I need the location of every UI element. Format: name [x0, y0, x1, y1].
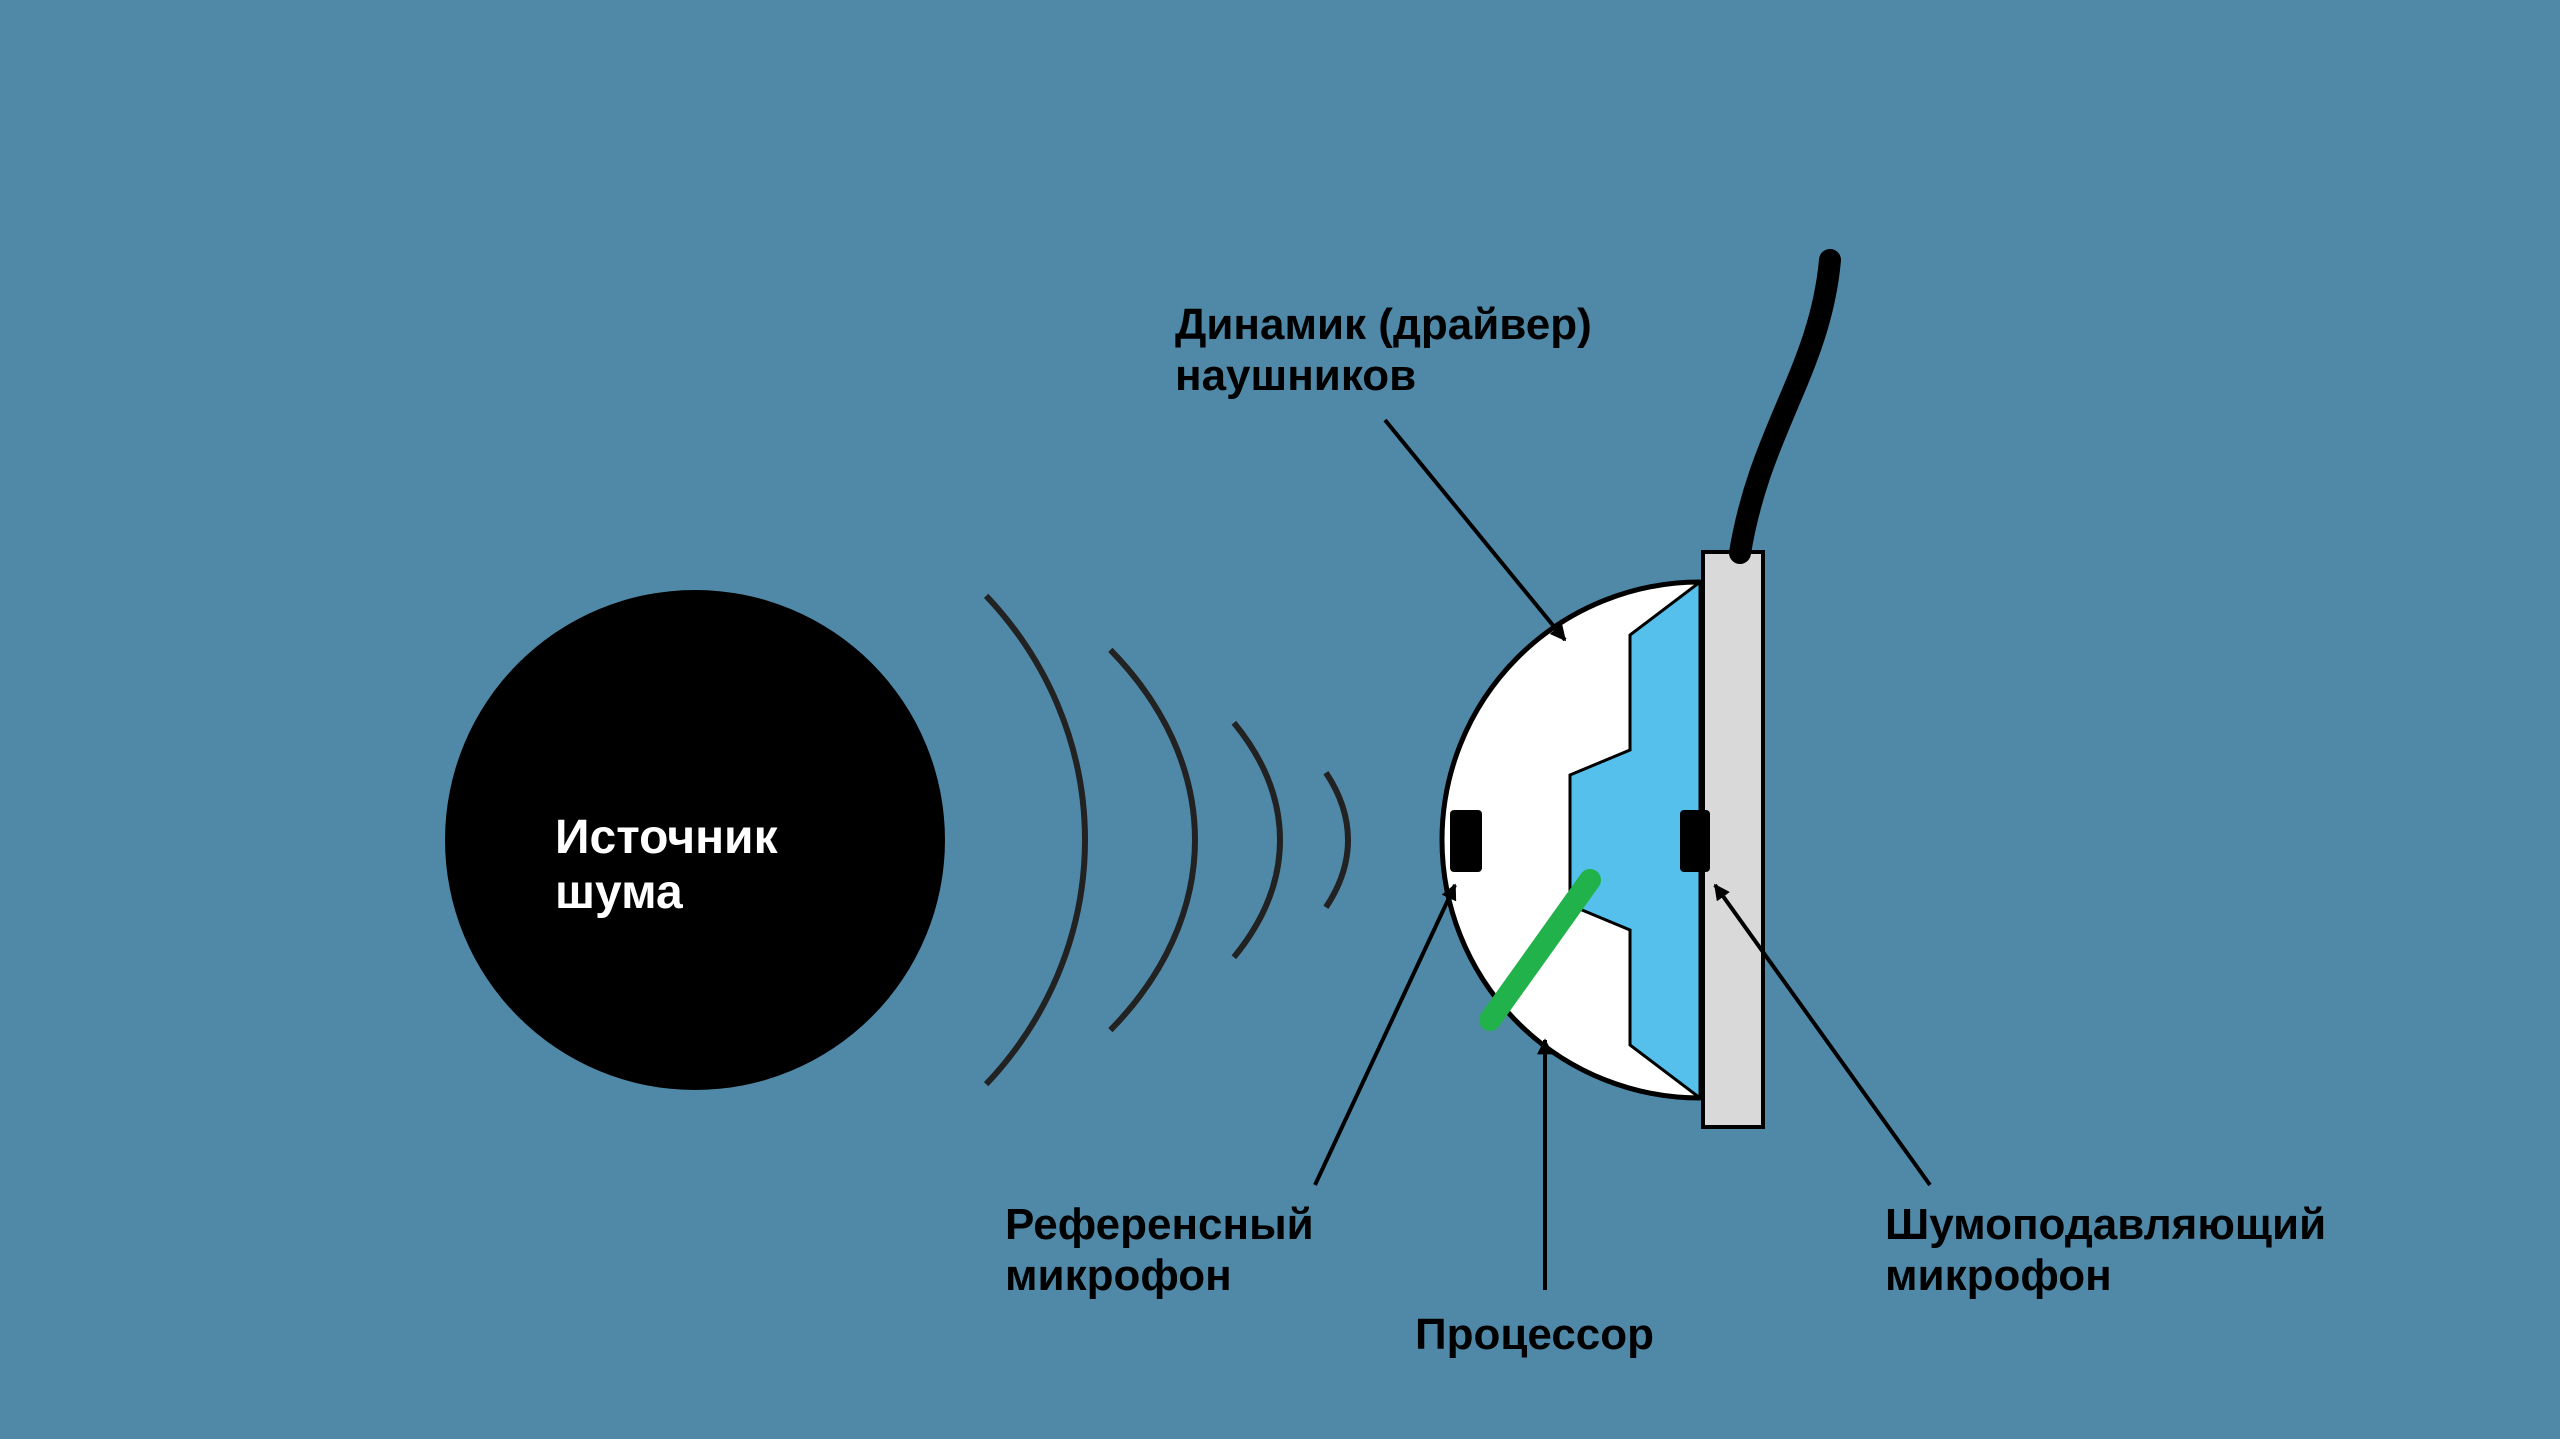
- nc-mic-label: Шумоподавляющий микрофон: [1885, 1200, 2326, 1301]
- driver-label: Динамик (драйвер) наушников: [1175, 300, 1592, 401]
- headphone-cable: [1740, 260, 1830, 553]
- sound-wave-2: [1234, 723, 1280, 957]
- sound-wave-0: [986, 596, 1085, 1084]
- ref-mic-label: Референсный микрофон: [1005, 1200, 1314, 1301]
- sound-wave-1: [1110, 650, 1195, 1030]
- sound-wave-3: [1326, 773, 1348, 908]
- arrow-to-driver: [1385, 420, 1565, 640]
- back-plate: [1703, 552, 1763, 1127]
- processor-label: Процессор: [1415, 1310, 1654, 1361]
- noise-cancel-mic: [1680, 810, 1710, 872]
- arrow-to-ref-mic: [1315, 885, 1455, 1185]
- reference-mic: [1450, 810, 1482, 872]
- noise-source-label: Источник шума: [555, 810, 778, 920]
